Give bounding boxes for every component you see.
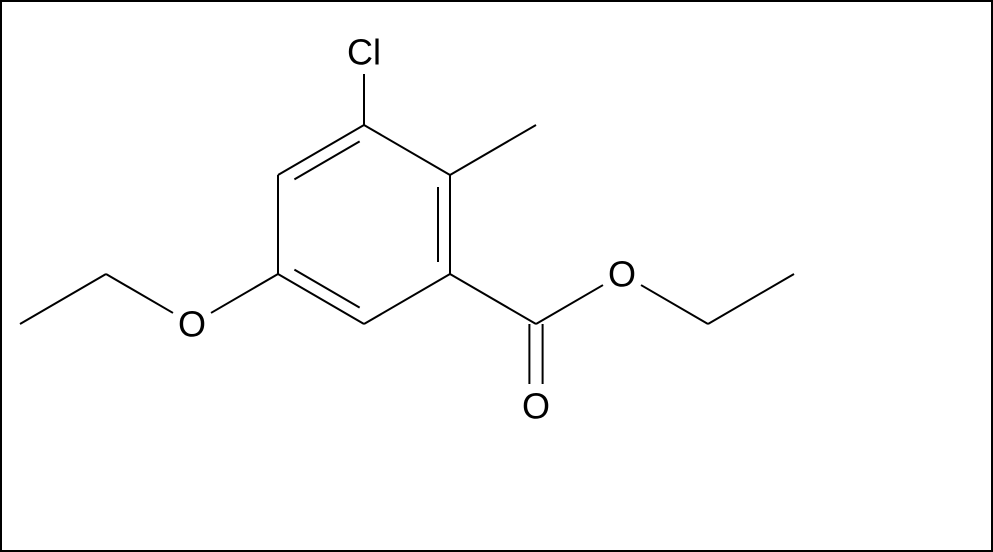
molecule-canvas: Cl O O O bbox=[0, 0, 993, 552]
atom-label-o: O bbox=[178, 304, 206, 345]
bond-line bbox=[450, 125, 536, 175]
bond-line bbox=[708, 274, 794, 324]
bond-line bbox=[20, 274, 106, 324]
bond-line bbox=[450, 274, 536, 324]
bond-line bbox=[106, 274, 173, 313]
bond-line bbox=[278, 125, 364, 175]
atom-label-o: O bbox=[522, 386, 550, 427]
canvas-border bbox=[1, 1, 992, 551]
bond-line bbox=[364, 274, 450, 324]
bonds-group bbox=[20, 74, 794, 384]
bond-line bbox=[278, 274, 364, 324]
atom-label-o: O bbox=[608, 254, 636, 295]
atom-label-cl: Cl bbox=[347, 32, 381, 73]
bond-line bbox=[364, 125, 450, 175]
atom-labels-group: Cl O O O bbox=[178, 32, 636, 427]
bond-line bbox=[641, 285, 708, 324]
bond-line bbox=[211, 274, 278, 313]
bond-line bbox=[536, 285, 603, 324]
